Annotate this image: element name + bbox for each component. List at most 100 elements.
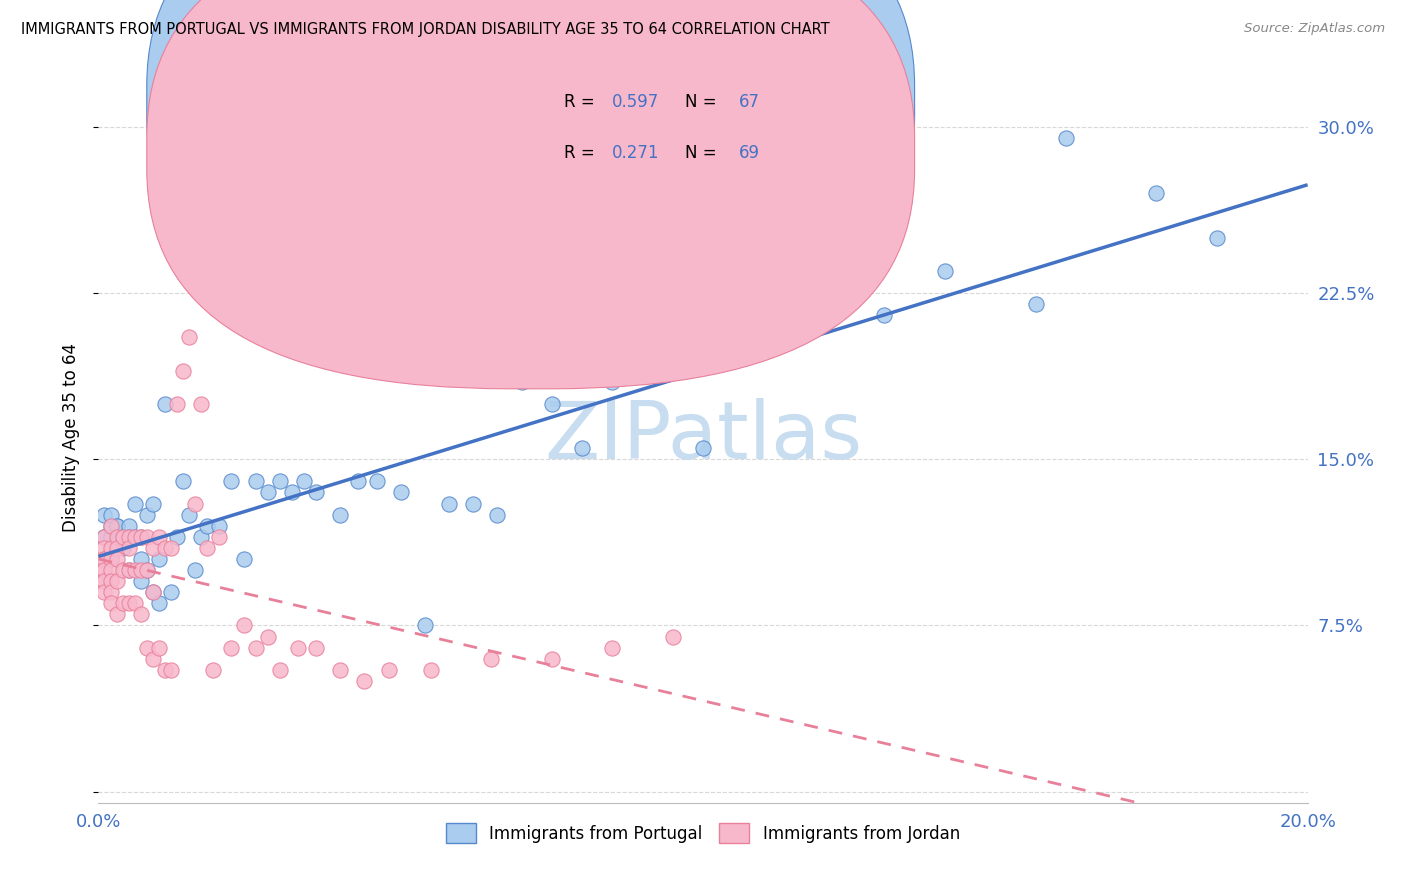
Point	[661, 630, 683, 644]
Point	[166, 397, 188, 411]
Text: IMMIGRANTS FROM PORTUGAL VS IMMIGRANTS FROM JORDAN DISABILITY AGE 35 TO 64 CORRE: IMMIGRANTS FROM PORTUGAL VS IMMIGRANTS F…	[21, 22, 830, 37]
Text: N =: N =	[685, 93, 721, 111]
Point	[118, 541, 141, 555]
Point	[1206, 230, 1229, 244]
Point	[124, 596, 146, 610]
Point	[353, 673, 375, 688]
Point	[873, 308, 896, 322]
FancyBboxPatch shape	[498, 78, 824, 181]
Point	[100, 530, 122, 544]
Point	[221, 640, 243, 655]
Point	[1054, 131, 1077, 145]
Point	[153, 541, 176, 555]
Point	[105, 574, 128, 589]
Point	[100, 552, 122, 566]
Point	[135, 563, 157, 577]
Point	[93, 574, 115, 589]
Point	[179, 508, 201, 522]
Point	[142, 585, 165, 599]
Text: 0.271: 0.271	[613, 144, 659, 162]
Point	[105, 530, 128, 544]
Point	[437, 497, 460, 511]
Point	[463, 497, 485, 511]
Point	[481, 651, 503, 665]
Point	[245, 475, 267, 489]
Point	[129, 607, 152, 622]
Point	[602, 375, 624, 389]
Point	[118, 563, 141, 577]
Point	[202, 663, 225, 677]
Point	[100, 552, 122, 566]
Point	[142, 497, 165, 511]
Point	[602, 640, 624, 655]
Point	[93, 563, 115, 577]
Point	[118, 596, 141, 610]
Point	[105, 518, 128, 533]
Point	[93, 574, 115, 589]
Point	[129, 552, 152, 566]
Point	[153, 663, 176, 677]
Point	[245, 640, 267, 655]
Point	[148, 552, 170, 566]
Y-axis label: Disability Age 35 to 64: Disability Age 35 to 64	[62, 343, 80, 532]
Point	[232, 552, 254, 566]
Text: 69: 69	[740, 144, 761, 162]
Point	[366, 475, 388, 489]
Text: N =: N =	[685, 144, 721, 162]
Point	[813, 297, 835, 311]
Point	[100, 574, 122, 589]
Point	[1024, 297, 1046, 311]
Point	[413, 618, 436, 632]
Point	[105, 530, 128, 544]
Point	[292, 475, 315, 489]
Point	[692, 441, 714, 455]
Point	[540, 651, 562, 665]
Point	[305, 640, 328, 655]
Point	[329, 663, 352, 677]
Point	[124, 563, 146, 577]
Point	[195, 518, 218, 533]
Point	[934, 264, 956, 278]
Point	[105, 518, 128, 533]
Point	[124, 530, 146, 544]
Text: R =: R =	[564, 144, 600, 162]
Text: 67: 67	[740, 93, 761, 111]
Point	[172, 363, 194, 377]
Point	[269, 663, 291, 677]
Point	[221, 475, 243, 489]
Point	[93, 563, 115, 577]
Point	[93, 508, 115, 522]
Point	[93, 530, 115, 544]
Point	[269, 475, 291, 489]
Point	[118, 518, 141, 533]
Point	[93, 585, 115, 599]
Point	[540, 397, 562, 411]
FancyBboxPatch shape	[146, 0, 915, 389]
Point	[124, 530, 146, 544]
Point	[129, 563, 152, 577]
Point	[281, 485, 304, 500]
Point	[510, 375, 533, 389]
Point	[135, 508, 157, 522]
Point	[160, 663, 183, 677]
Point	[179, 330, 201, 344]
Point	[184, 563, 207, 577]
Text: R =: R =	[564, 93, 600, 111]
Point	[184, 497, 207, 511]
Point	[160, 541, 183, 555]
Point	[287, 640, 309, 655]
Text: 0.597: 0.597	[613, 93, 659, 111]
Point	[486, 508, 509, 522]
Point	[208, 530, 231, 544]
Point	[256, 630, 278, 644]
Point	[129, 530, 152, 544]
Point	[100, 518, 122, 533]
Point	[100, 508, 122, 522]
Point	[100, 541, 122, 555]
Point	[111, 596, 134, 610]
Point	[148, 530, 170, 544]
Point	[93, 530, 115, 544]
Point	[142, 651, 165, 665]
Point	[389, 485, 412, 500]
Point	[160, 585, 183, 599]
